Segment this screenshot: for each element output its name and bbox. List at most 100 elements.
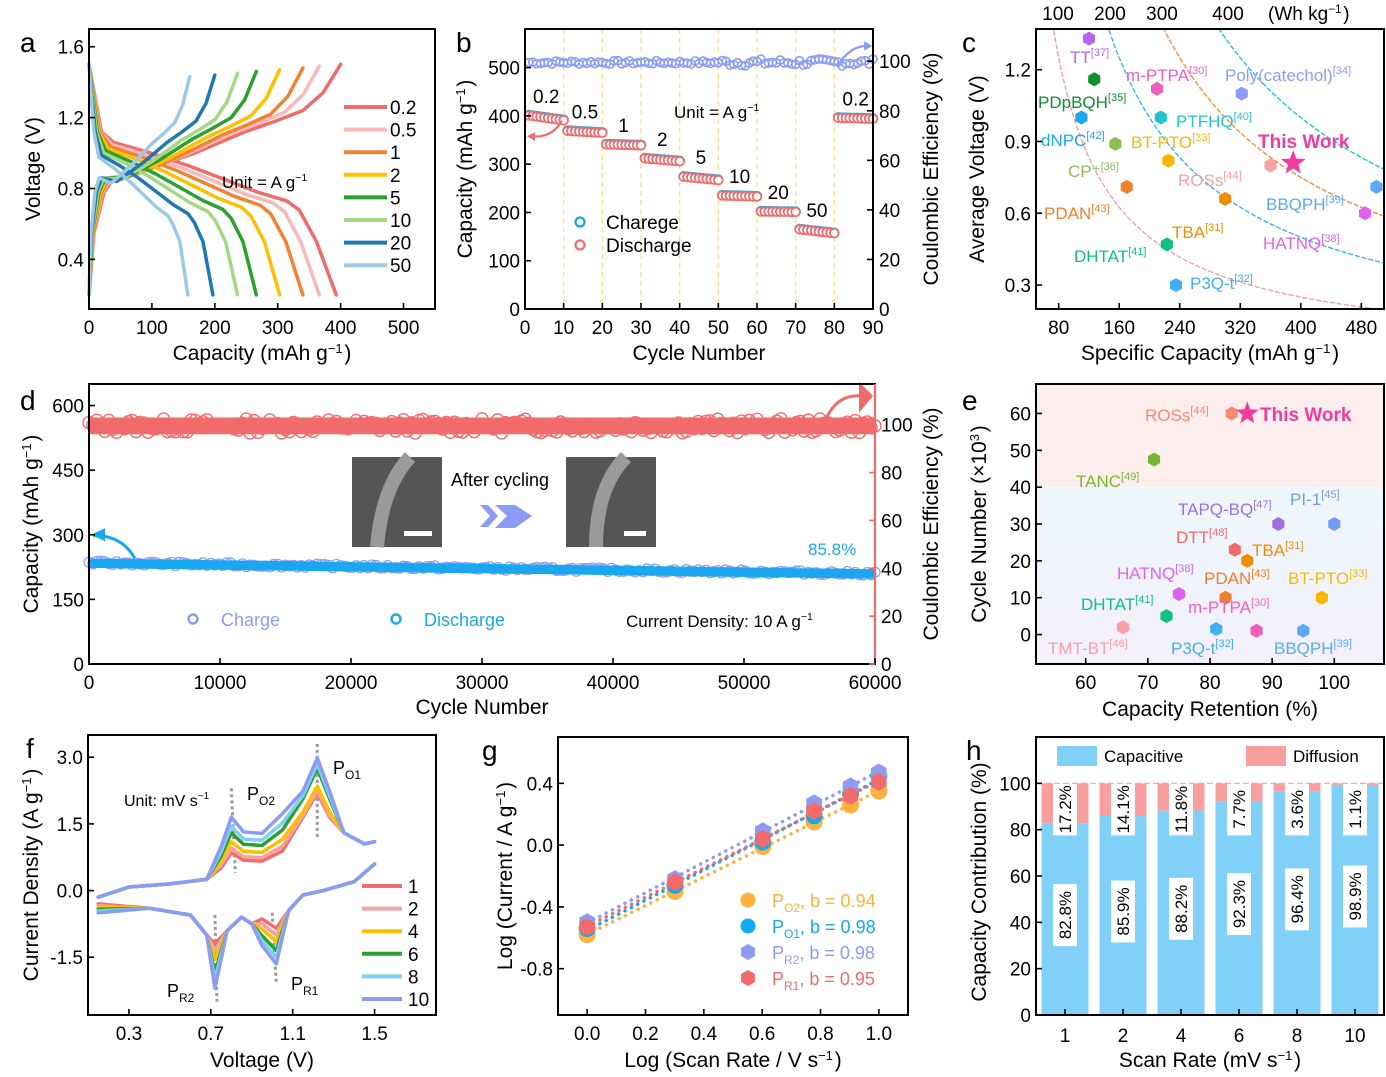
x-tick-label: 0.0 <box>574 1024 600 1045</box>
discharge-point <box>751 191 763 202</box>
point-label: PTFHQ[40] <box>1176 111 1252 131</box>
y-tick-label: 0.4 <box>527 774 554 795</box>
data-point <box>1250 623 1263 638</box>
capacity-band <box>89 558 875 579</box>
point-label: P3Q-t[32] <box>1190 273 1253 293</box>
data-point <box>1219 191 1232 206</box>
x-tick-label: 8 <box>1292 1026 1303 1047</box>
point-label: BBQPH[39] <box>1266 194 1344 214</box>
y2-tick-label: 60 <box>879 151 900 172</box>
legend-marker <box>390 613 402 625</box>
data-point <box>1359 206 1372 221</box>
panel-label: h <box>966 735 982 766</box>
legend-marker <box>740 892 756 908</box>
label-background <box>1343 865 1367 928</box>
legend-label: PR1, b = 0.95 <box>772 969 875 993</box>
y-tick-label: 0.4 <box>58 250 85 271</box>
discharge-curve <box>87 62 215 297</box>
y-axis-label: Capacity (mAh g−1 ) <box>453 80 477 259</box>
y-tick-label: 0 <box>1020 626 1031 647</box>
legend-label: Charege <box>606 213 679 234</box>
y-tick-label: 0.0 <box>57 882 83 903</box>
y2-tick-label: 0 <box>881 655 892 676</box>
unit-annotation: Unit: mV s−1 <box>124 791 210 810</box>
legend-label: 5 <box>390 188 401 209</box>
legend-label: Charge <box>221 610 280 630</box>
y-tick-label: -1.5 <box>50 948 83 969</box>
x-tick-label: 80 <box>824 318 845 339</box>
x-tick-label: 20 <box>592 318 613 339</box>
legend-swatch <box>1057 746 1097 766</box>
legend-label: Discharge <box>606 236 692 257</box>
ce-point <box>717 55 728 66</box>
y-tick-label: 50 <box>1010 441 1031 462</box>
x-tick-label: 0.8 <box>807 1024 833 1045</box>
y-tick-label: 150 <box>52 590 84 611</box>
ce-point <box>609 56 619 66</box>
discharge-point <box>713 174 724 186</box>
y-axis-label: Log (Current / A g−1 ) <box>493 782 517 970</box>
data-point <box>1148 452 1161 467</box>
cv-curve-cathodic <box>96 862 377 991</box>
legend-label: PO2, b = 0.94 <box>772 891 876 915</box>
x-tick-label: 90 <box>862 318 883 339</box>
x-tick-label: 1.0 <box>866 1024 892 1045</box>
x-tick-label: 1 <box>1060 1026 1071 1047</box>
legend-label: 20 <box>390 234 411 255</box>
x-tick-label: 0.7 <box>198 1024 224 1045</box>
ce-point <box>786 59 797 70</box>
data-point <box>806 802 822 821</box>
rate-label: 0.5 <box>572 102 598 123</box>
legend-label: 0.2 <box>390 98 416 119</box>
x-axis-label: Cycle Number <box>632 342 765 365</box>
energy-contour <box>1163 29 1384 217</box>
top-tick-label: 100 <box>1042 4 1074 25</box>
y-tick-label: 200 <box>488 203 520 224</box>
point-label: TAPQ-BQ[47] <box>1178 499 1272 519</box>
y2-tick-label: 0 <box>879 300 890 321</box>
bar-value-label: 11.8% <box>1172 786 1191 833</box>
data-point <box>1210 622 1223 636</box>
data-point <box>1264 158 1277 173</box>
discharge-point <box>829 228 840 239</box>
cv-curve-anodic <box>96 762 377 899</box>
bar-value-label: 14.1% <box>1114 785 1133 833</box>
bar-value-label: 7.7% <box>1230 790 1249 829</box>
discharge-curve <box>87 62 190 297</box>
x-tick-label: 20000 <box>325 673 378 694</box>
y-tick-label: 20 <box>1010 552 1031 573</box>
plot-frame <box>88 28 436 310</box>
region-low-cycle <box>1036 487 1384 664</box>
chevron-right-icon <box>480 505 498 527</box>
arrow-right-axis <box>825 394 863 419</box>
data-point <box>1169 278 1182 293</box>
x-tick-label: 200 <box>199 318 231 339</box>
this-work-star <box>1235 401 1259 424</box>
charge-curve <box>87 75 192 297</box>
x-axis-label: Capacity (mAh g−1 ) <box>173 341 352 365</box>
data-point <box>1082 31 1095 46</box>
y-tick-label: 10 <box>1010 589 1031 610</box>
legend-marker <box>740 918 756 934</box>
data-point <box>1109 136 1122 151</box>
top-axis-label: (Wh kg−1 ) <box>1268 3 1350 25</box>
label-background <box>1111 783 1135 836</box>
y2-tick-label: 40 <box>879 201 900 222</box>
peak-label: PR1 <box>291 974 319 998</box>
discharge-curve <box>87 62 240 297</box>
x-tick-label: 30000 <box>456 673 509 694</box>
y-tick-label: 1.2 <box>58 109 84 130</box>
bar-value-label: 88.2% <box>1172 885 1191 933</box>
legend-marker <box>574 239 586 251</box>
legend-label: 8 <box>408 967 419 988</box>
discharge-curve <box>87 62 321 297</box>
bar-value-label: 96.4% <box>1288 875 1307 923</box>
data-point <box>1235 86 1248 101</box>
top-tick-label: 300 <box>1146 4 1178 25</box>
data-point <box>1160 609 1173 624</box>
inset-caption: After cycling <box>451 470 549 490</box>
arrow-right-axis-head <box>864 41 873 51</box>
x-tick-label: 160 <box>1103 318 1135 339</box>
